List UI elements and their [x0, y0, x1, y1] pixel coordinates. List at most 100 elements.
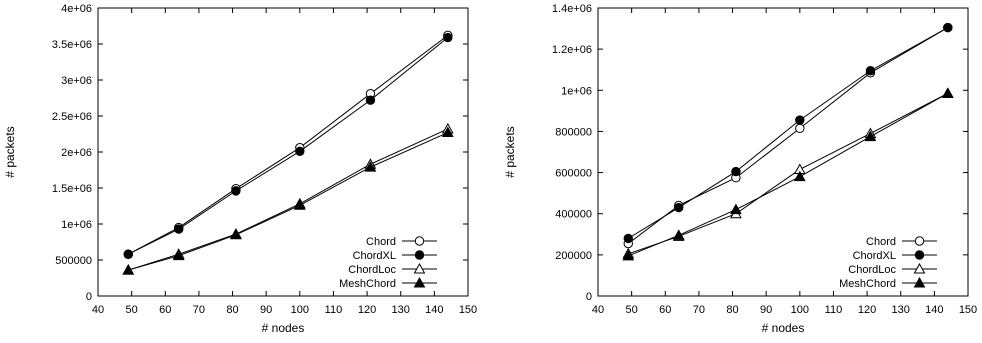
data-point: [364, 161, 377, 172]
x-tick-label: 50: [626, 304, 638, 316]
legend-label: MeshChord: [339, 278, 396, 290]
y-axis-title: # packets: [503, 126, 517, 177]
legend-marker: [413, 276, 426, 288]
data-point: [231, 186, 241, 196]
series-chord: [623, 22, 953, 249]
legend-entry-chordloc: ChordLoc: [848, 262, 937, 276]
y-tick-label: 0: [86, 291, 92, 303]
legend-label: Chord: [366, 236, 396, 248]
data-point: [622, 249, 635, 261]
y-tick-label: 2e+06: [61, 147, 92, 159]
series-line: [628, 92, 949, 255]
chart-1: 40 50 60 70 80 90 100 110 120 130 140 150 0 500000 1e+…: [3, 3, 477, 335]
data-point: [674, 202, 684, 213]
y-tick-label: 1e+06: [561, 85, 592, 97]
x-tick-label: 90: [760, 304, 772, 316]
data-point: [174, 224, 184, 234]
series-line: [128, 128, 449, 271]
data-point: [943, 22, 953, 33]
x-tick-label: 60: [659, 304, 671, 316]
x-tick-label: 90: [260, 304, 272, 316]
y-tick-label: 4e+06: [61, 3, 92, 15]
series-line: [628, 27, 949, 239]
y-tick-label: 800000: [555, 126, 592, 138]
data-point: [795, 123, 805, 134]
data-point: [730, 203, 742, 215]
data-point: [365, 95, 376, 105]
legend-marker: [913, 262, 926, 274]
y-tick-label: 600000: [555, 168, 592, 180]
y-tick-label: 500000: [55, 255, 92, 267]
x-tick-label: 120: [858, 304, 876, 316]
data-point: [941, 87, 954, 98]
legend-entry-chordloc: ChordLoc: [348, 262, 437, 276]
y-tick-label: 3.5e+06: [52, 39, 92, 51]
y-tick-label: 200000: [555, 250, 592, 262]
x-tick-label: 120: [358, 304, 376, 316]
series-chordloc: [122, 122, 454, 275]
x-tick-label: 80: [226, 304, 238, 316]
x-tick-label: 150: [959, 304, 977, 316]
series-line: [128, 34, 449, 255]
series-chordloc: [622, 87, 954, 259]
series-meshchord: [622, 87, 954, 261]
legend-label: ChordLoc: [348, 264, 396, 276]
x-tick-label: 70: [693, 304, 705, 316]
legend-marker: [914, 236, 925, 246]
plot-frame: [597, 7, 969, 297]
data-point: [230, 228, 242, 240]
series-chord: [123, 30, 453, 259]
data-point: [293, 199, 306, 210]
x-tick-label: 100: [291, 304, 309, 316]
legend-marker: [914, 250, 925, 260]
x-axis-title: # nodes: [762, 321, 805, 335]
legend-label: ChordLoc: [848, 264, 896, 276]
series-meshchord: [122, 126, 454, 275]
x-tick-label: 140: [925, 304, 943, 316]
y-tick-label: 0: [586, 291, 592, 303]
data-point: [172, 249, 185, 261]
data-point: [441, 126, 454, 138]
x-tick-label: 70: [193, 304, 205, 316]
legend-marker: [413, 262, 426, 274]
series-chordxl: [123, 32, 453, 259]
y-tick-label: 3e+06: [61, 75, 92, 87]
data-point: [672, 229, 685, 240]
data-point: [122, 264, 135, 275]
y-tick-label: 1.5e+06: [52, 183, 92, 195]
y-tick-label: 2.5e+06: [52, 111, 92, 123]
legend-entry-chord: Chord: [866, 236, 937, 248]
y-tick-label: 1e+06: [61, 219, 92, 231]
legend-label: Chord: [866, 236, 896, 248]
series-line: [627, 27, 949, 244]
legend-entry-chordxl: ChordXL: [853, 250, 937, 262]
legend-label: ChordXL: [353, 250, 396, 262]
data-point: [731, 166, 741, 177]
data-point: [443, 32, 453, 43]
legend-marker: [913, 276, 926, 288]
legend-entry-chordxl: ChordXL: [353, 250, 437, 262]
data-point: [865, 66, 876, 76]
series-line: [128, 132, 449, 271]
x-tick-label: 130: [892, 304, 910, 316]
x-tick-label: 40: [92, 304, 104, 316]
x-tick-label: 140: [425, 304, 443, 316]
series-line: [128, 37, 449, 255]
x-tick-label: 110: [825, 304, 843, 316]
x-axis-title: # nodes: [262, 321, 305, 335]
x-tick-label: 40: [592, 304, 604, 316]
x-tick-label: 80: [726, 304, 738, 316]
legend-entry-meshchord: MeshChord: [339, 276, 437, 290]
y-tick-label: 400000: [555, 209, 592, 221]
x-tick-label: 110: [325, 304, 343, 316]
data-point: [795, 115, 805, 125]
y-tick-label: 1.2e+06: [552, 44, 592, 56]
data-point: [123, 249, 133, 259]
legend-marker: [414, 236, 425, 246]
legend-label: MeshChord: [839, 278, 896, 290]
x-tick-label: 60: [159, 304, 171, 316]
data-point: [793, 170, 806, 182]
chart-2: 40 50 60 70 80 90 100 110 120 130 140 150 0 200000 400…: [503, 3, 977, 335]
x-tick-label: 130: [392, 304, 410, 316]
legend-entry-chord: Chord: [366, 236, 437, 248]
